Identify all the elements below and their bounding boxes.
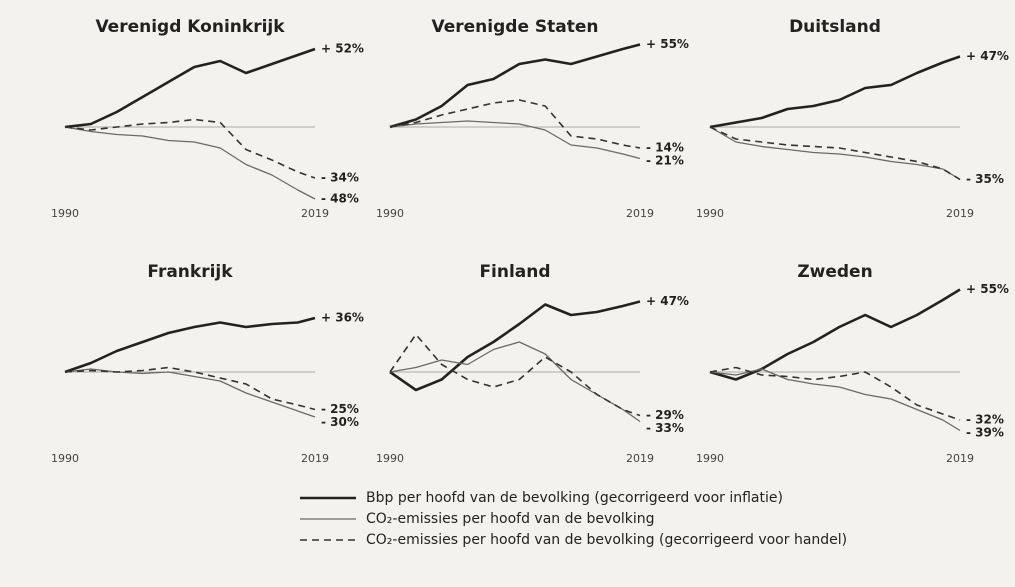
end-label: - 25% [321,402,359,416]
end-label: - 29% [646,408,684,422]
end-label: + 55% [646,37,689,51]
legend-label: Bbp per hoofd van de bevolking (gecorrig… [366,490,783,506]
series-line [64,366,316,411]
end-label: - 35% [966,172,1004,186]
end-label: + 52% [321,42,364,56]
end-label: + 47% [966,49,1009,63]
end-label: - 30% [321,415,359,429]
x-tick-label: 2019 [626,207,654,220]
series-line [389,43,641,129]
x-tick-label: 2019 [626,452,654,465]
end-label: - 39% [966,426,1004,440]
panel-title: Verenigde Staten [432,17,599,37]
x-tick-label: 1990 [376,452,404,465]
legend-label: CO₂-emissies per hoofd van de bevolking … [366,532,847,548]
x-tick-label: 1990 [696,452,724,465]
panel-title: Finland [479,262,550,282]
x-tick-label: 2019 [946,207,974,220]
series-line [389,341,641,423]
end-label: - 48% [321,192,359,206]
end-label: - 34% [321,171,359,185]
x-tick-label: 1990 [51,452,79,465]
series-line [64,126,316,200]
series-line [709,368,961,432]
series-line [709,126,961,181]
panel-title: Duitsland [789,17,881,37]
series-line [64,47,316,129]
x-tick-label: 1990 [696,207,724,220]
series-line [709,288,961,381]
series-line [64,316,316,374]
series-line [709,126,961,181]
end-label: + 47% [646,294,689,308]
x-tick-label: 2019 [301,207,329,220]
end-label: + 36% [321,311,364,325]
series-line [389,99,641,149]
series-line [389,333,641,417]
end-label: + 55% [966,282,1009,296]
x-tick-label: 2019 [301,452,329,465]
series-line [64,118,316,179]
panel-title: Frankrijk [147,262,233,282]
series-line [64,368,316,418]
x-tick-label: 2019 [946,452,974,465]
legend-label: CO₂-emissies per hoofd van de bevolking [366,511,655,527]
series-line [389,120,641,160]
end-label: - 32% [966,413,1004,427]
x-tick-label: 1990 [376,207,404,220]
end-label: - 21% [646,154,684,168]
series-line [389,300,641,392]
panel-title: Zweden [797,262,872,282]
panel-title: Verenigd Koninkrijk [95,17,285,37]
x-tick-label: 1990 [51,207,79,220]
end-label: - 33% [646,421,684,435]
end-label: - 14% [646,141,684,155]
series-line [709,55,961,129]
